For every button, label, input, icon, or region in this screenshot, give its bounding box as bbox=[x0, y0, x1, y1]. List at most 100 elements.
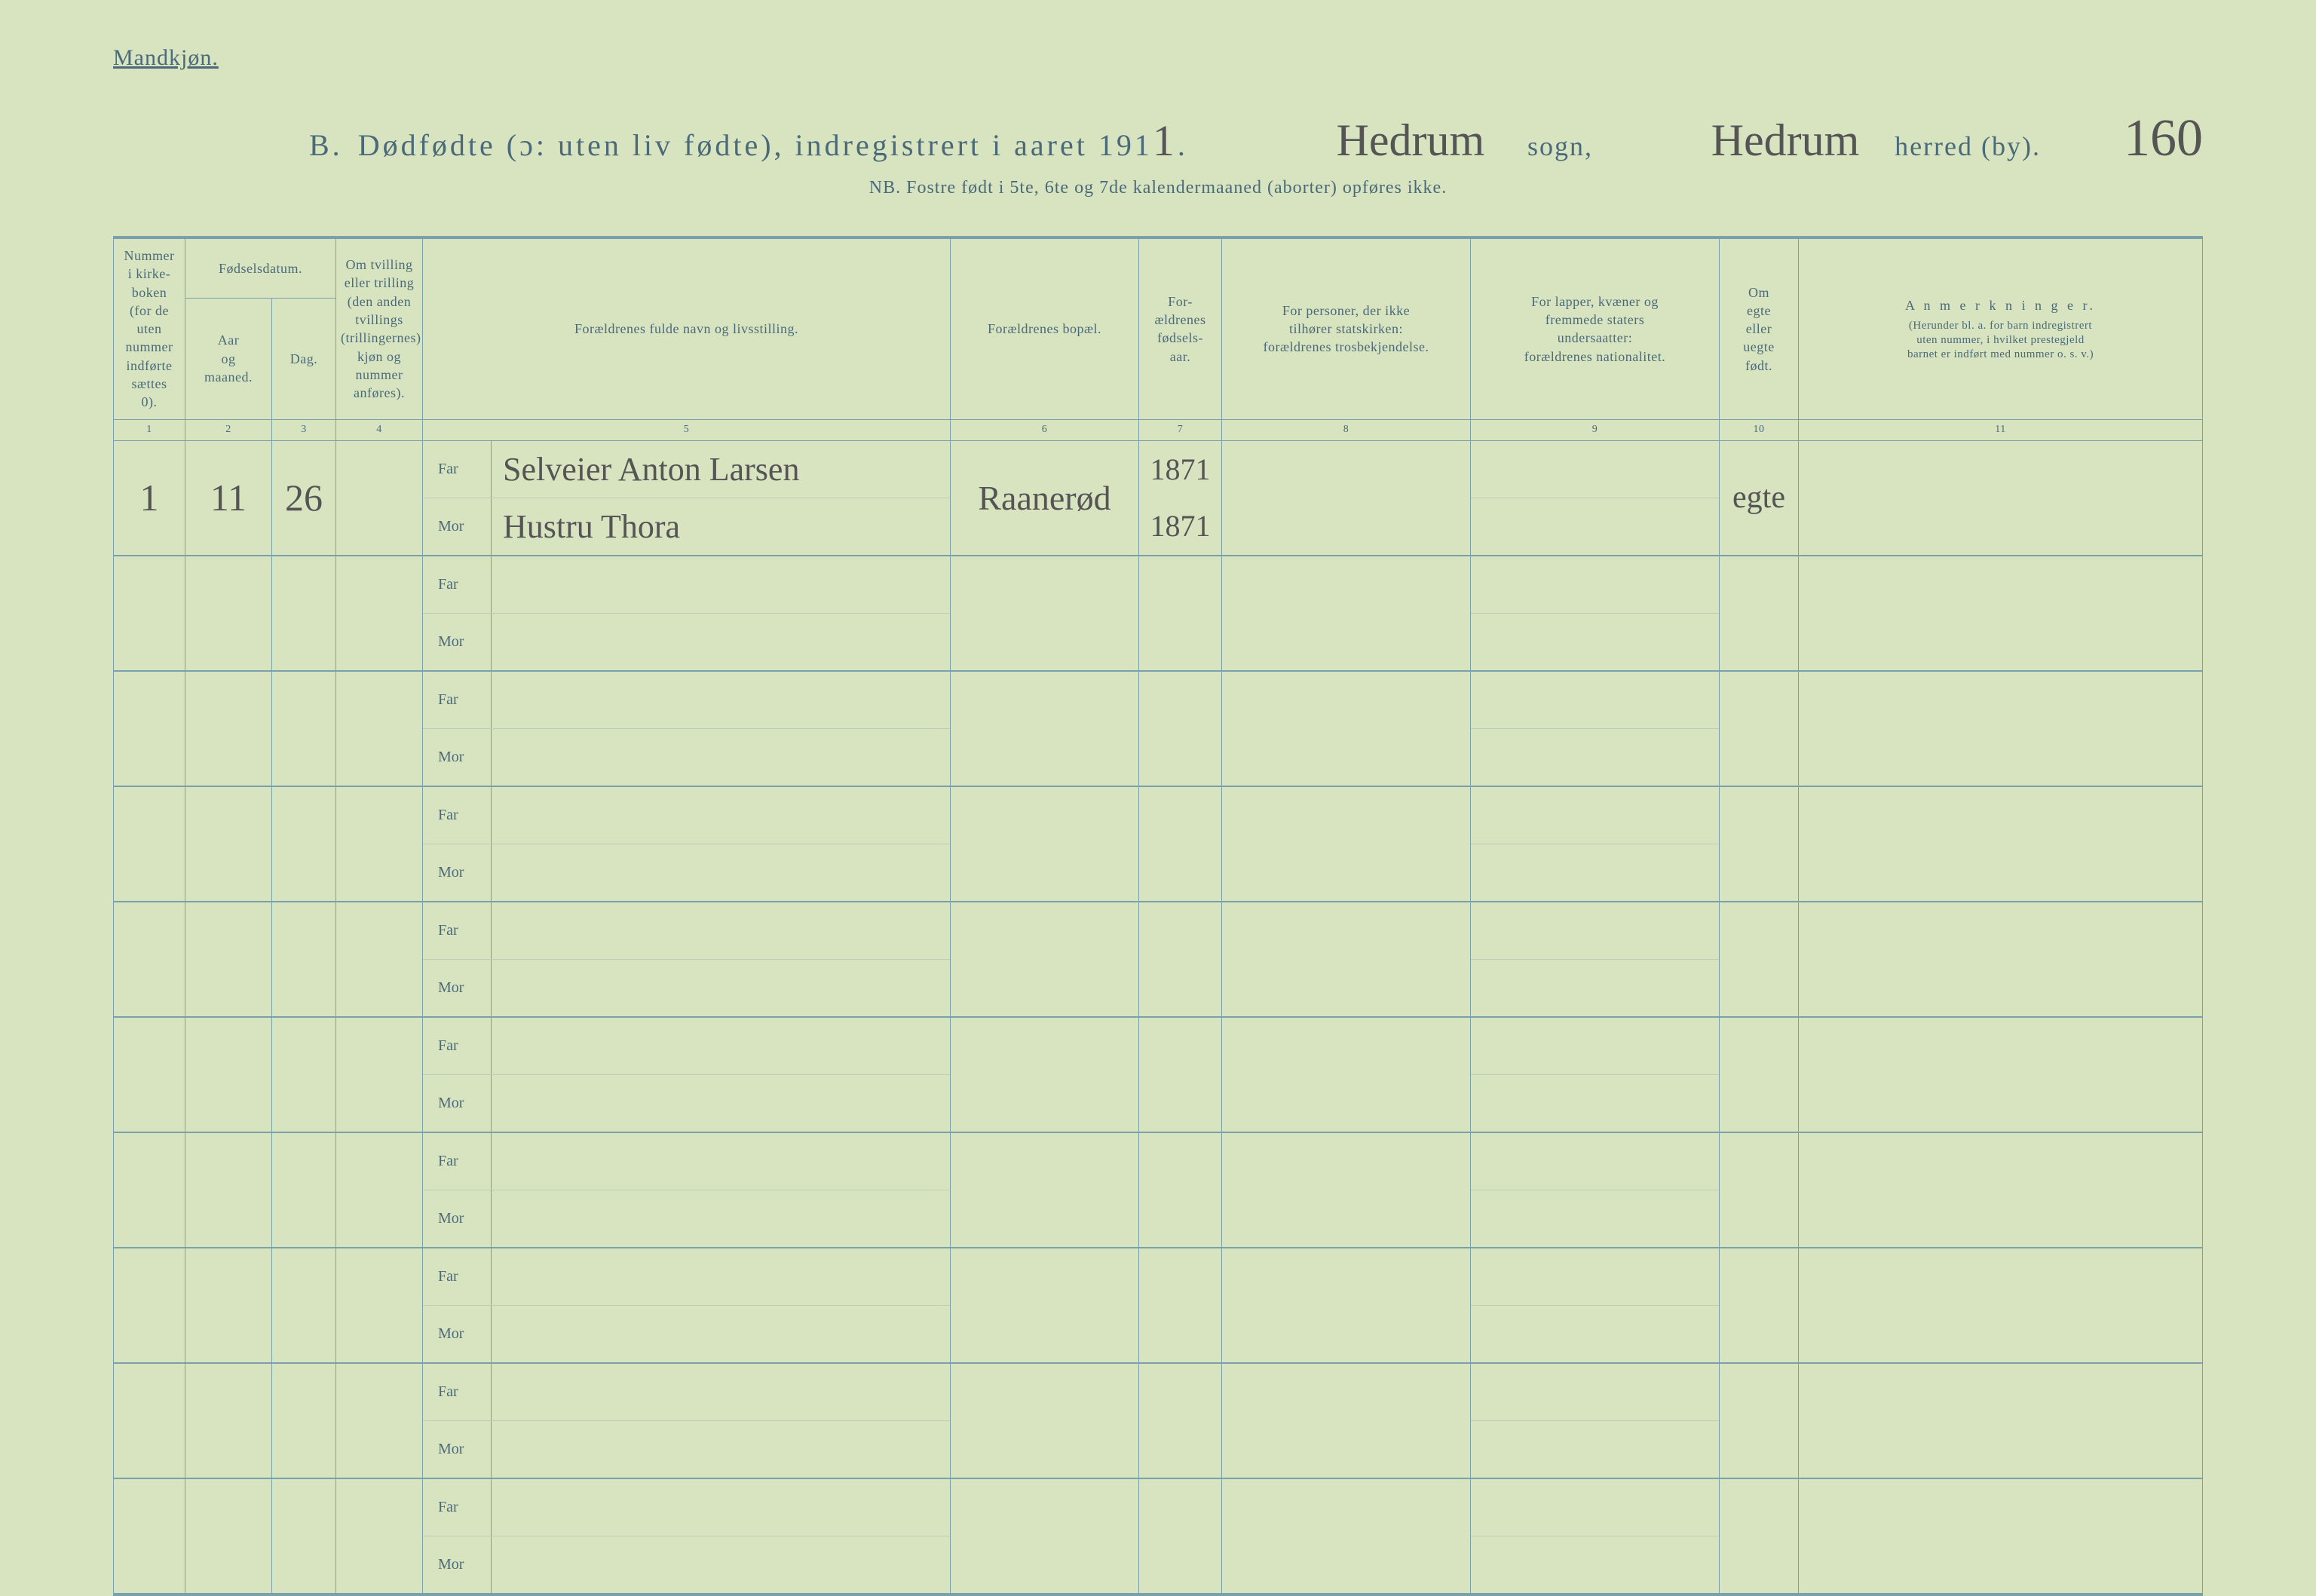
title-main: B.Dødfødte (ɔ: uten liv fødte), indregis… bbox=[309, 115, 1188, 166]
cell-nat-mor bbox=[1471, 1190, 1720, 1248]
col-header-bopael: Forældrenes bopæl. bbox=[951, 237, 1139, 419]
cell-far-navn: Far bbox=[423, 556, 951, 614]
cell-dag bbox=[272, 1132, 336, 1248]
cell-far-aar bbox=[1139, 671, 1222, 729]
cell-tros bbox=[1222, 902, 1471, 1017]
cell-nat-mor bbox=[1471, 1536, 1720, 1594]
cell-dag: 26 bbox=[272, 440, 336, 556]
cell-nat-far bbox=[1471, 1132, 1720, 1190]
cell-anm bbox=[1799, 902, 2203, 1017]
col-header-aar-maaned: Aar og maaned. bbox=[185, 298, 272, 419]
label-far: Far bbox=[423, 922, 491, 939]
col-header-tros: For personer, der ikke tilhører statskir… bbox=[1222, 237, 1471, 419]
cell-mor-navn: Mor bbox=[423, 1536, 951, 1594]
cell-aar-maaned bbox=[185, 902, 272, 1017]
cell-nummer bbox=[114, 1017, 185, 1132]
herred-slot: Hedrum bbox=[1699, 115, 1872, 167]
cell-far-navn: Far bbox=[423, 786, 951, 844]
cell-bopael bbox=[951, 1478, 1139, 1594]
col-header-egte: Om egte eller uegte født. bbox=[1720, 237, 1799, 419]
page-number-hand: 160 bbox=[2124, 109, 2203, 169]
cell-nat-far bbox=[1471, 1248, 1720, 1306]
register-table: Nummer i kirke- boken (for de uten numme… bbox=[113, 236, 2203, 1596]
table-row: Far bbox=[114, 1017, 2203, 1075]
col-header-anm-title: A n m e r k n i n g e r. bbox=[1803, 296, 2198, 314]
colnum-11: 11 bbox=[1799, 419, 2203, 440]
herred-handwritten: Hedrum bbox=[1711, 115, 1860, 165]
cell-far-aar: 1871 bbox=[1139, 440, 1222, 498]
cell-nummer bbox=[114, 1363, 185, 1478]
label-far: Far bbox=[423, 1268, 491, 1285]
cell-bopael bbox=[951, 671, 1139, 786]
title-period: . bbox=[1178, 127, 1188, 163]
cell-far-navn: Far bbox=[423, 1478, 951, 1536]
cell-egte: egte bbox=[1720, 440, 1799, 556]
value-far-navn: Selveier Anton Larsen bbox=[503, 450, 950, 489]
cell-tvilling bbox=[336, 671, 423, 786]
label-mor: Mor bbox=[423, 864, 491, 881]
cell-mor-aar bbox=[1139, 1305, 1222, 1363]
value-dag: 26 bbox=[285, 476, 323, 519]
cell-dag bbox=[272, 1017, 336, 1132]
value-bopael: Raanerød bbox=[978, 479, 1111, 517]
cell-nummer bbox=[114, 786, 185, 902]
sogn-label: sogn, bbox=[1527, 130, 1593, 162]
label-far: Far bbox=[423, 807, 491, 824]
cell-egte bbox=[1720, 671, 1799, 786]
title-text: Dødfødte (ɔ: uten liv fødte), indregistr… bbox=[358, 128, 1153, 162]
cell-nat-mor bbox=[1471, 1074, 1720, 1132]
label-far: Far bbox=[423, 1499, 491, 1516]
cell-tros bbox=[1222, 1017, 1471, 1132]
cell-anm bbox=[1799, 1132, 2203, 1248]
cell-tvilling bbox=[336, 556, 423, 671]
cell-tvilling bbox=[336, 1248, 423, 1363]
cell-egte bbox=[1720, 1478, 1799, 1594]
cell-far-navn: Far bbox=[423, 1017, 951, 1075]
cell-far-navn: Far bbox=[423, 902, 951, 960]
cell-nat-far bbox=[1471, 1478, 1720, 1536]
cell-far-navn: Far bbox=[423, 671, 951, 729]
cell-mor-aar bbox=[1139, 844, 1222, 902]
colnum-4: 4 bbox=[336, 419, 423, 440]
label-far: Far bbox=[423, 461, 491, 478]
cell-egte bbox=[1720, 1248, 1799, 1363]
col-header-foreldreaar: For- ældrenes fødsels- aar. bbox=[1139, 237, 1222, 419]
cell-anm bbox=[1799, 440, 2203, 556]
cell-anm bbox=[1799, 1478, 2203, 1594]
cell-bopael bbox=[951, 556, 1139, 671]
cell-far-aar bbox=[1139, 556, 1222, 614]
cell-bopael bbox=[951, 786, 1139, 902]
cell-mor-navn: Mor bbox=[423, 1420, 951, 1478]
colnum-9: 9 bbox=[1471, 419, 1720, 440]
table-row: Far bbox=[114, 1478, 2203, 1536]
cell-nat-mor bbox=[1471, 1305, 1720, 1363]
colnum-7: 7 bbox=[1139, 419, 1222, 440]
label-mor: Mor bbox=[423, 979, 491, 997]
cell-mor-navn: Mor bbox=[423, 959, 951, 1017]
label-mor: Mor bbox=[423, 749, 491, 766]
cell-far-aar bbox=[1139, 1478, 1222, 1536]
gender-header: Mandkjøn. bbox=[113, 45, 2203, 71]
nb-note: NB. Fostre født i 5te, 6te og 7de kalend… bbox=[113, 178, 2203, 198]
cell-tvilling bbox=[336, 440, 423, 556]
table-row: Far bbox=[114, 786, 2203, 844]
cell-mor-navn: Mor bbox=[423, 1305, 951, 1363]
cell-far-aar bbox=[1139, 1132, 1222, 1190]
title-year-hand: 1 bbox=[1153, 116, 1178, 165]
label-mor: Mor bbox=[423, 1095, 491, 1112]
cell-tvilling bbox=[336, 902, 423, 1017]
cell-tros bbox=[1222, 786, 1471, 902]
cell-bopael bbox=[951, 902, 1139, 1017]
cell-dag bbox=[272, 1478, 336, 1594]
cell-nat-mor bbox=[1471, 613, 1720, 671]
cell-mor-navn: Mor bbox=[423, 1074, 951, 1132]
cell-mor-aar bbox=[1139, 728, 1222, 786]
cell-far-aar bbox=[1139, 1248, 1222, 1306]
cell-mor-aar bbox=[1139, 1536, 1222, 1594]
cell-far-aar bbox=[1139, 1363, 1222, 1421]
cell-anm bbox=[1799, 1363, 2203, 1478]
cell-tvilling bbox=[336, 1017, 423, 1132]
cell-tvilling bbox=[336, 1363, 423, 1478]
col-header-nationalitet: For lapper, kvæner og fremmede staters u… bbox=[1471, 237, 1720, 419]
colnum-5: 5 bbox=[423, 419, 951, 440]
